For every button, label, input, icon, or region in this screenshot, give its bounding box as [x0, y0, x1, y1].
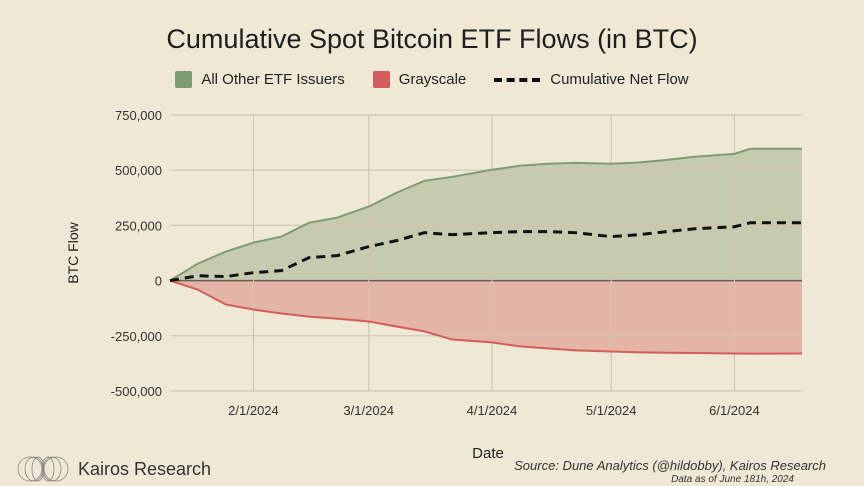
legend-label: Cumulative Net Flow: [550, 71, 689, 88]
area-0: [170, 148, 802, 281]
legend-swatch-green: [175, 71, 193, 88]
kairos-logo-icon: [17, 456, 69, 482]
brand-logo: Kairos Research: [16, 456, 211, 482]
y-tick-label: 0: [155, 274, 162, 289]
legend-label: All Other ETF Issuers: [201, 71, 345, 88]
series-line-1: [169, 279, 803, 355]
x-tick-label: 6/1/2024: [709, 403, 760, 418]
source-note: Source: Dune Analytics (@hildobby), Kair…: [514, 458, 826, 473]
y-tick-label: 250,000: [115, 218, 162, 233]
brand-name: Kairos Research: [78, 458, 212, 479]
legend-item-other-issuers: All Other ETF Issuers: [175, 71, 345, 88]
y-axis-label: BTC Flow: [65, 221, 81, 283]
legend: All Other ETF Issuers Grayscale Cumulati…: [0, 71, 864, 88]
x-tick-label: 2/1/2024: [228, 403, 279, 418]
legend-item-grayscale: Grayscale: [372, 71, 467, 88]
y-tick-label: -500,000: [111, 384, 162, 399]
x-tick-label: 3/1/2024: [343, 403, 394, 418]
y-tick-label: 500,000: [115, 163, 162, 178]
series-line-0: [169, 147, 802, 282]
y-tick-label: 750,000: [115, 108, 162, 123]
legend-swatch-red: [372, 71, 390, 88]
y-tick-label: -250,000: [111, 329, 162, 344]
legend-label: Grayscale: [398, 71, 467, 88]
x-tick-label: 5/1/2024: [586, 403, 637, 418]
x-axis-label: Date: [472, 445, 504, 462]
data-as-of-note: Data as of June 181h, 2024: [671, 474, 794, 485]
chart-title: Cumulative Spot Bitcoin ETF Flows (in BT…: [166, 24, 698, 54]
legend-item-net-flow: Cumulative Net Flow: [494, 71, 689, 88]
legend-swatch-dashed: [494, 77, 541, 82]
series-line-2: [169, 221, 802, 283]
x-tick-label: 4/1/2024: [467, 403, 518, 418]
